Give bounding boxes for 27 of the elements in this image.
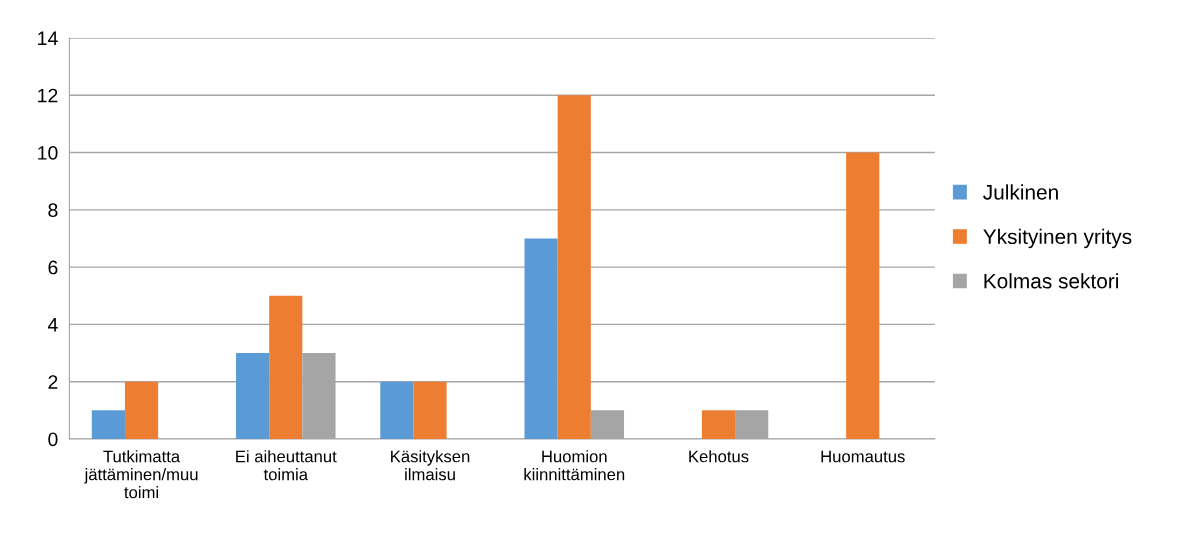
bar [124,381,159,440]
bar [269,295,303,440]
x-tick-label: Ei aiheuttanut toimia [236,450,337,481]
bar [557,95,591,440]
legend-label: Kolmas sektori [984,273,1118,289]
x-tick-label: Kehotus [689,450,749,463]
bar [701,410,736,440]
y-tick-label: 12 [38,88,58,103]
bar [91,410,125,440]
bar [524,238,558,440]
y-tick-label: 6 [48,260,58,275]
x-tick-label: Tutkimatta jättäminen/muu toimi [84,450,198,499]
y-tick-label: 8 [48,203,58,218]
bar [846,152,880,440]
legend-label: Julkinen [983,184,1058,200]
y-tick-label: 4 [47,318,58,332]
y-tick-label: 14 [38,31,58,45]
bar [236,353,270,440]
bar [413,381,447,440]
x-tick-label: Huomautus [821,450,905,463]
x-tick-label: Huomion kiinnittäminen [524,450,625,481]
bar [380,381,414,440]
y-tick-label: 10 [38,146,58,160]
y-tick-label: 0 [48,432,58,447]
legend-label: Yksityinen yritys [983,228,1132,249]
x-tick-label: Käsityksen ilmaisu [391,450,470,481]
y-tick-label: 2 [48,375,58,389]
